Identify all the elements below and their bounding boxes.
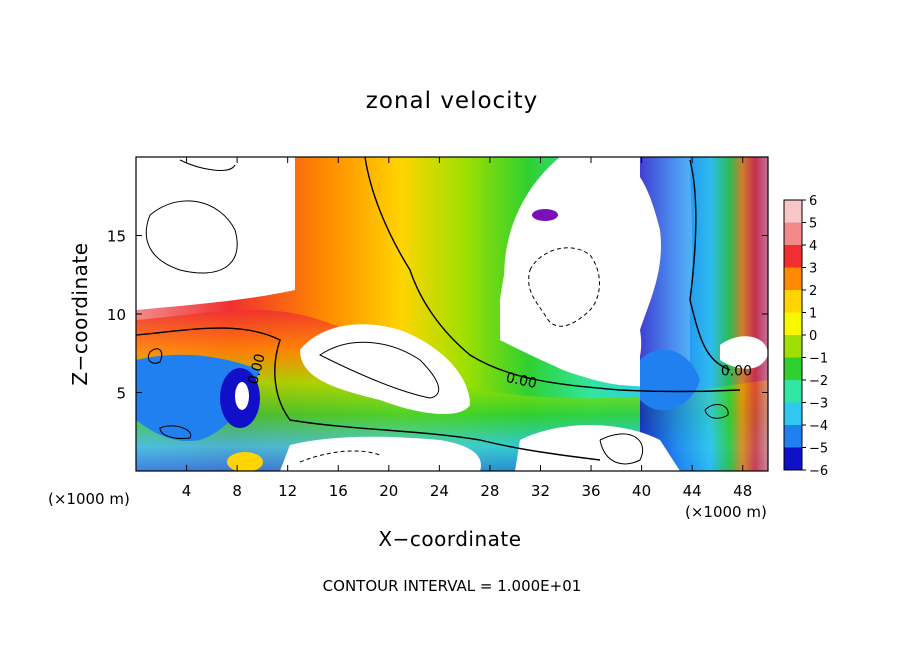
x-tick-label: 8 (232, 482, 242, 500)
y-tick-label: 10 (107, 306, 126, 324)
colorbar-swatch (784, 267, 802, 291)
colorbar-swatch (784, 380, 802, 403)
contour-labels: 0.00 0.00 0.00 (245, 352, 752, 392)
x-tick-label: 12 (278, 482, 297, 500)
colorbar-label: −5 (809, 442, 828, 457)
x-tick-label: 48 (733, 482, 752, 500)
x-tick-label: 24 (430, 482, 449, 500)
colorbar-swatch (784, 425, 802, 448)
contour-interval-note: CONTOUR INTERVAL = 1.000E+01 (322, 577, 582, 595)
colorbar-label: 5 (809, 217, 817, 232)
x-unit-label-right: (×1000 m) (685, 503, 767, 521)
colorbar-swatch (784, 290, 802, 313)
y-axis-ticks: 5 10 15 (107, 228, 768, 403)
colorbar: 6 5 4 3 2 1 0 −1 −2 −3 −4 −5 −6 (783, 194, 828, 479)
x-tick-label: 4 (182, 482, 192, 500)
x-unit-label-left: (×1000 m) (48, 490, 130, 508)
x-axis-ticks: 4 8 12 16 20 24 28 32 36 40 44 48 (182, 157, 752, 500)
contour-label: 0.00 (721, 364, 752, 380)
colorbar-label: 1 (809, 307, 817, 322)
colorbar-swatch (784, 222, 802, 246)
contour-label: 0.00 (504, 370, 538, 392)
x-tick-label: 16 (329, 482, 348, 500)
colorbar-label: −1 (809, 352, 828, 367)
colorbar-swatch (784, 312, 802, 336)
colorbar-swatch (784, 357, 802, 381)
chart-title: zonal velocity (365, 88, 539, 114)
x-tick-label: 32 (531, 482, 550, 500)
colorbar-swatch (784, 402, 802, 426)
colorbar-label: 2 (809, 284, 817, 299)
colorbar-swatch (784, 447, 802, 471)
y-tick-label: 5 (116, 385, 126, 403)
colorbar-swatch (784, 335, 802, 358)
x-tick-label: 40 (632, 482, 651, 500)
colorbar-label: 4 (809, 239, 817, 254)
field-layer (136, 157, 768, 471)
x-tick-label: 44 (683, 482, 702, 500)
colorbar-label: −2 (809, 374, 828, 389)
colorbar-label: 6 (809, 194, 817, 209)
x-axis-label: X−coordinate (378, 527, 522, 551)
colorbar-label: −6 (809, 464, 828, 479)
colorbar-label: −4 (809, 419, 828, 434)
x-tick-label: 20 (379, 482, 398, 500)
x-tick-label: 28 (480, 482, 499, 500)
colorbar-label: 3 (809, 262, 817, 277)
colorbar-label: −3 (809, 397, 828, 412)
contour-label: 0.00 (245, 352, 269, 386)
x-tick-label: 36 (581, 482, 600, 500)
colorbar-label: 0 (809, 329, 817, 344)
colorbar-swatch (784, 200, 802, 223)
y-tick-label: 15 (107, 228, 126, 246)
colorbar-swatch (784, 245, 802, 268)
